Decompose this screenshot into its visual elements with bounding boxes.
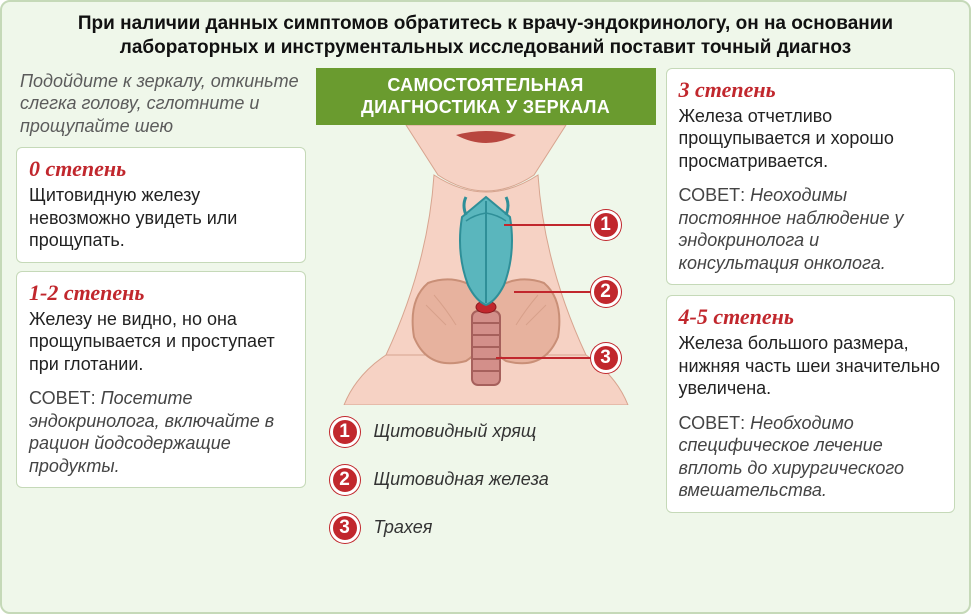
middle-column: САМОСТОЯТЕЛЬНАЯ ДИАГНОСТИКА У ЗЕРКАЛА	[316, 68, 656, 604]
legend-text-3: Трахея	[374, 517, 433, 538]
legend-item-2: 2 Щитовидная железа	[330, 465, 656, 495]
stage-45-card: 4-5 степень Железа большого размера, ниж…	[666, 295, 956, 513]
columns: Подойдите к зеркалу, откиньте слегка гол…	[16, 68, 955, 604]
legend-item-3: 3 Трахея	[330, 513, 656, 543]
legend-num-3: 3	[330, 513, 360, 543]
legend-text-2: Щитовидная железа	[374, 469, 549, 490]
stage-12-title: 1-2 степень	[29, 280, 293, 306]
legend: 1 Щитовидный хрящ 2 Щитовидная железа 3 …	[316, 417, 656, 543]
left-column: Подойдите к зеркалу, откиньте слегка гол…	[16, 68, 306, 604]
stage-45-title: 4-5 степень	[679, 304, 943, 330]
stage-3-advice: СОВЕТ: Неоходимы постоянное наблюдение у…	[679, 184, 943, 274]
marker-3: 3	[591, 343, 621, 373]
stage-12-body: Железу не видно, но она прощупывается и …	[29, 308, 293, 376]
legend-item-1: 1 Щитовидный хрящ	[330, 417, 656, 447]
stage-45-advice: СОВЕТ: Необходимо специфическое лечение …	[679, 412, 943, 502]
stage-3-body: Железа отчетливо прощупывается и хорошо …	[679, 105, 943, 173]
stage-45-body: Железа большого размера, нижняя часть ше…	[679, 332, 943, 400]
infographic-container: При наличии данных симптомов обратитесь …	[0, 0, 971, 614]
legend-num-1: 1	[330, 417, 360, 447]
trachea-shape	[472, 311, 500, 385]
stage-0-title: 0 степень	[29, 156, 293, 182]
right-column: 3 степень Железа отчетливо прощупывается…	[666, 68, 956, 604]
marker-1: 1	[591, 210, 621, 240]
marker-2: 2	[591, 277, 621, 307]
banner-line1: САМОСТОЯТЕЛЬНАЯ	[320, 74, 652, 97]
header-text: При наличии данных симптомов обратитесь …	[16, 12, 955, 60]
stage-3-title: 3 степень	[679, 77, 943, 103]
stage-0-body: Щитовидную железу невозможно увидеть или…	[29, 184, 293, 252]
intro-text: Подойдите к зеркалу, откиньте слегка гол…	[16, 68, 306, 140]
stage-0-card: 0 степень Щитовидную железу невозможно у…	[16, 147, 306, 263]
neck-illustration: 1 2 3	[316, 125, 656, 405]
stage-12-advice: СОВЕТ: Посетите эндокринолога, включайте…	[29, 387, 293, 477]
advice-label: СОВЕТ:	[679, 413, 751, 433]
advice-label: СОВЕТ:	[29, 388, 101, 408]
stage-3-card: 3 степень Железа отчетливо прощупывается…	[666, 68, 956, 286]
stage-12-card: 1-2 степень Железу не видно, но она прощ…	[16, 271, 306, 489]
legend-text-1: Щитовидный хрящ	[374, 421, 537, 442]
banner-line2: ДИАГНОСТИКА У ЗЕРКАЛА	[320, 96, 652, 119]
advice-label: СОВЕТ:	[679, 185, 751, 205]
banner: САМОСТОЯТЕЛЬНАЯ ДИАГНОСТИКА У ЗЕРКАЛА	[316, 68, 656, 125]
legend-num-2: 2	[330, 465, 360, 495]
